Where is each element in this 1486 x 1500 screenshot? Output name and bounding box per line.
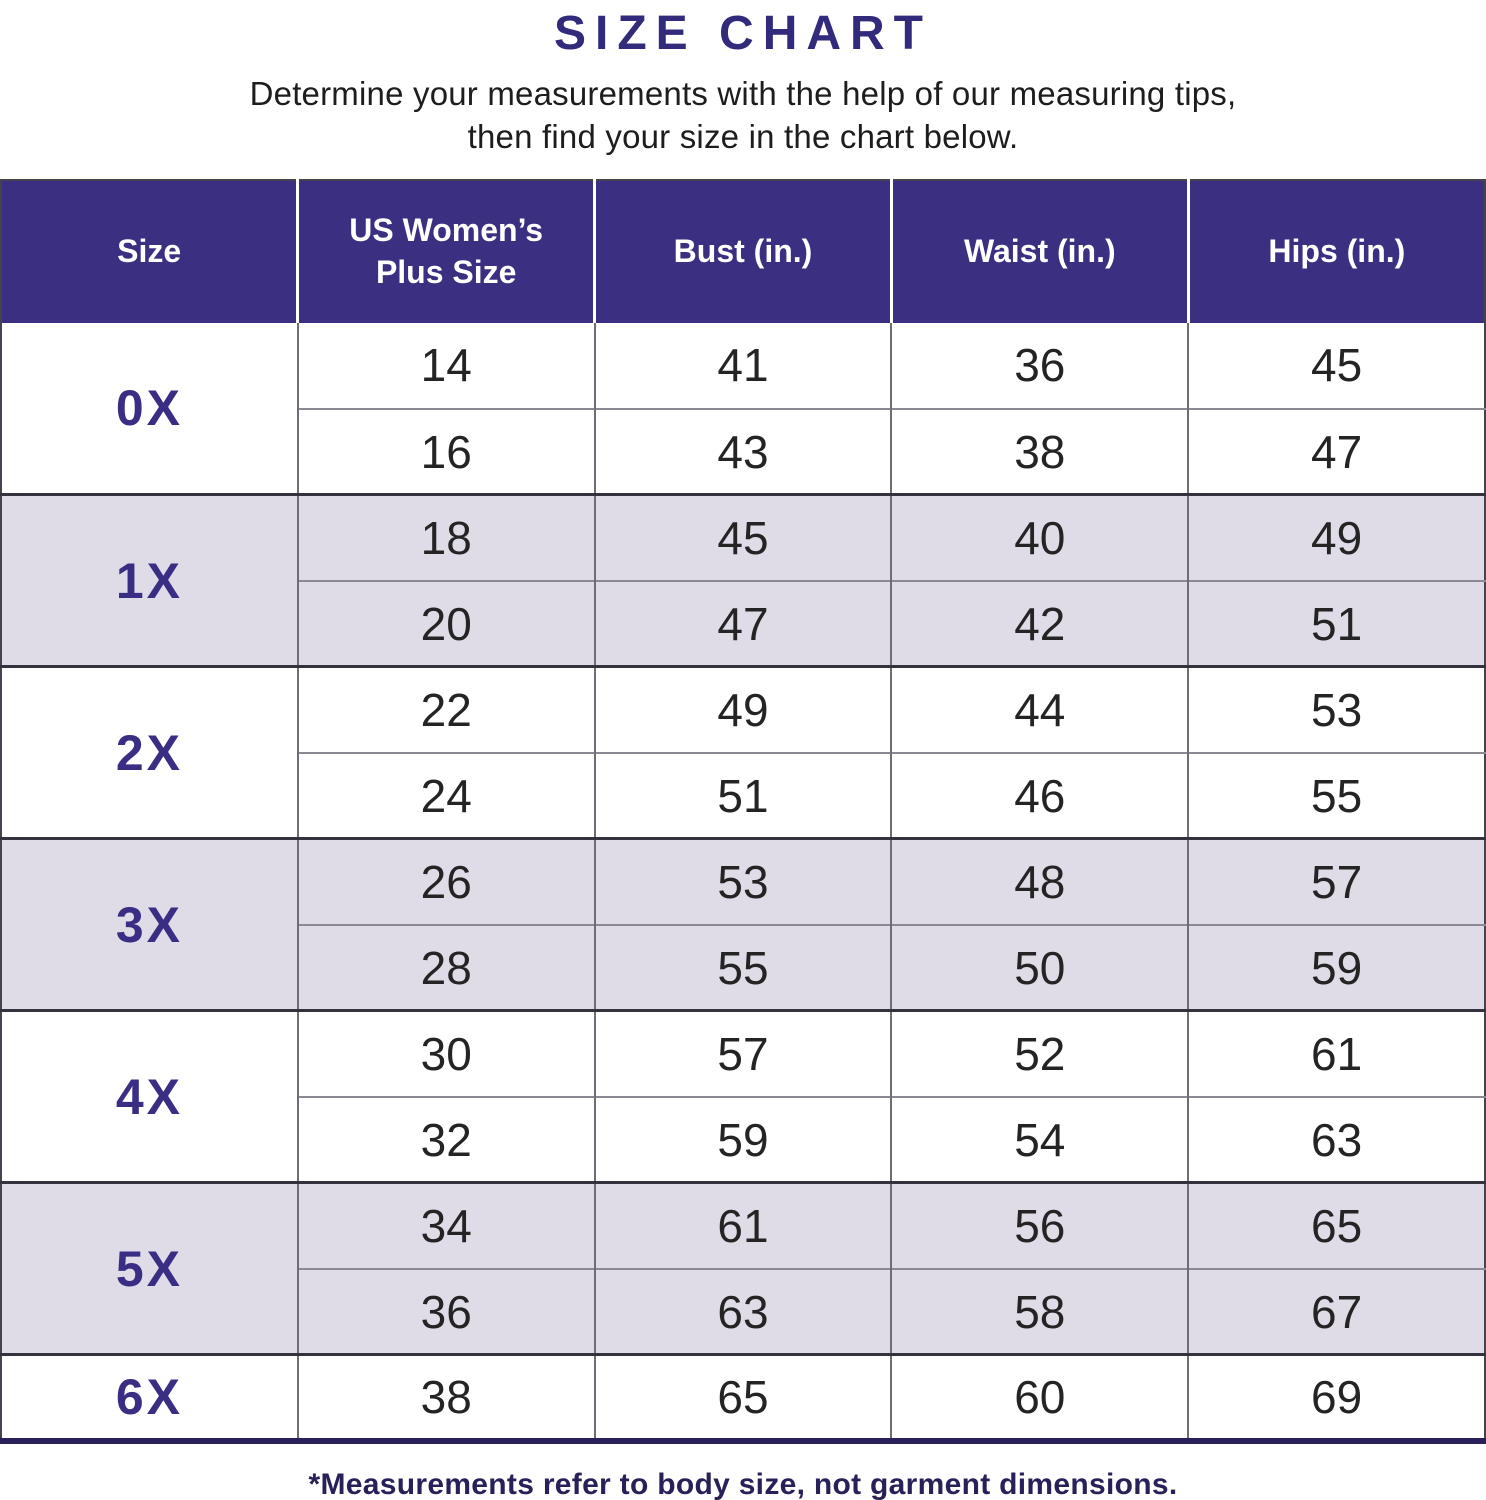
- measurement-cell: 58: [890, 1267, 1189, 1355]
- measurement-cell: 53: [1187, 665, 1485, 753]
- size-label-4X: 4X: [1, 1009, 298, 1183]
- table-row-4X-1: 32 59 54 63: [1, 1095, 1485, 1183]
- measurement-cell: 60: [890, 1353, 1189, 1441]
- measurement-cell: 34: [296, 1181, 595, 1269]
- measurement-cell: 57: [593, 1009, 892, 1097]
- measurement-cell: 65: [1187, 1181, 1485, 1269]
- column-header-2: Bust (in.): [593, 179, 892, 323]
- page-subtitle: Determine your measurements with the hel…: [0, 73, 1486, 159]
- page-title: SIZE CHART: [554, 7, 932, 60]
- measurement-cell: 43: [593, 407, 892, 495]
- measurement-cell: 36: [296, 1267, 595, 1355]
- table-row-1X-0: 1X 18 45 40 49: [1, 493, 1485, 667]
- measurement-cell: 55: [593, 923, 892, 1011]
- measurement-cell: 48: [890, 837, 1189, 925]
- measurement-cell: 18: [296, 493, 595, 581]
- measurement-cell: 47: [593, 579, 892, 667]
- measurement-cell: 20: [296, 579, 595, 667]
- table-row-5X-0: 5X 34 61 56 65: [1, 1181, 1485, 1355]
- measurement-cell: 45: [1187, 322, 1485, 409]
- measurement-cell: 55: [1187, 751, 1485, 839]
- measurement-cell: 41: [593, 322, 892, 409]
- measurement-cell: 59: [593, 1095, 892, 1183]
- size-label-0X: 0X: [1, 322, 298, 495]
- measurement-cell: 38: [890, 407, 1189, 495]
- measurement-cell: 36: [890, 322, 1189, 409]
- measurement-cell: 26: [296, 837, 595, 925]
- table-row-1X-1: 20 47 42 51: [1, 579, 1485, 667]
- column-header-4: Hips (in.): [1186, 179, 1485, 323]
- measurement-cell: 51: [1187, 579, 1485, 667]
- measurement-cell: 51: [593, 751, 892, 839]
- table-header: Size US Women’s Plus Size Bust (in.) Waist …: [1, 179, 1485, 323]
- table-header-row: Size US Women’s Plus Size Bust (in.) Waist …: [1, 179, 1485, 323]
- size-label-6X: 6X: [1, 1353, 298, 1441]
- subtitle-line-1: Determine your measurements with the hel…: [249, 75, 1237, 112]
- measurement-cell: 61: [1187, 1009, 1485, 1097]
- size-label-1X: 1X: [1, 493, 298, 667]
- measurement-cell: 24: [296, 751, 595, 839]
- measurement-cell: 69: [1187, 1353, 1485, 1441]
- table-row-0X-0: 0X 14 41 36 45: [1, 322, 1485, 495]
- measurement-cell: 63: [1187, 1095, 1485, 1183]
- measurement-cell: 30: [296, 1009, 595, 1097]
- measurement-cell: 49: [1187, 493, 1485, 581]
- table-row-2X-0: 2X 22 49 44 53: [1, 665, 1485, 839]
- measurement-cell: 45: [593, 493, 892, 581]
- size-label-3X: 3X: [1, 837, 298, 1011]
- column-header-3: Waist (in.): [889, 179, 1189, 323]
- size-label-5X: 5X: [1, 1181, 298, 1355]
- table-row-0X-1: 16 43 38 47: [1, 407, 1485, 495]
- table-row-3X-1: 28 55 50 59: [1, 923, 1485, 1011]
- measurement-cell: 22: [296, 665, 595, 753]
- measurement-cell: 54: [890, 1095, 1189, 1183]
- table-body: 0X 14 41 36 45 16 43 38 47 1X 18 45 40 49 20 47 42 51 2X 22…: [1, 322, 1485, 1441]
- measurement-cell: 59: [1187, 923, 1485, 1011]
- measurement-cell: 44: [890, 665, 1189, 753]
- measurement-cell: 57: [1187, 837, 1485, 925]
- measurement-cell: 38: [296, 1353, 595, 1441]
- measurement-cell: 65: [593, 1353, 892, 1441]
- measurement-cell: 53: [593, 837, 892, 925]
- measurement-cell: 14: [296, 322, 595, 409]
- subtitle-line-2: then find your size in the chart below.: [467, 117, 1019, 155]
- measurement-cell: 56: [890, 1181, 1189, 1269]
- measurement-cell: 67: [1187, 1267, 1485, 1355]
- measurement-cell: 61: [593, 1181, 892, 1269]
- table-row-2X-1: 24 51 46 55: [1, 751, 1485, 839]
- measurement-cell: 46: [890, 751, 1189, 839]
- measurement-cell: 16: [296, 407, 595, 495]
- measurement-cell: 40: [890, 493, 1189, 581]
- measurement-cell: 32: [296, 1095, 595, 1183]
- table-row-5X-1: 36 63 58 67: [1, 1267, 1485, 1355]
- measurement-cell: 47: [1187, 407, 1485, 495]
- measurement-cell: 52: [890, 1009, 1189, 1097]
- size-label-2X: 2X: [1, 665, 298, 839]
- measurement-cell: 42: [890, 579, 1189, 667]
- measurement-cell: 50: [890, 923, 1189, 1011]
- measurement-cell: 63: [593, 1267, 892, 1355]
- measurement-cell: 49: [593, 665, 892, 753]
- table-row-3X-0: 3X 26 53 48 57: [1, 837, 1485, 1011]
- measurement-cell: 28: [296, 923, 595, 1011]
- size-chart-table: Size US Women’s Plus Size Bust (in.) Waist …: [0, 178, 1486, 1444]
- table-row-4X-0: 4X 30 57 52 61: [1, 1009, 1485, 1183]
- column-header-0: Size: [1, 179, 298, 323]
- measurements-footnote: *Measurements refer to body size, not ga…: [308, 1467, 1178, 1500]
- column-header-1: US Women’s Plus Size: [296, 179, 595, 323]
- table-row-6X-0: 6X 38 65 60 69: [1, 1353, 1485, 1441]
